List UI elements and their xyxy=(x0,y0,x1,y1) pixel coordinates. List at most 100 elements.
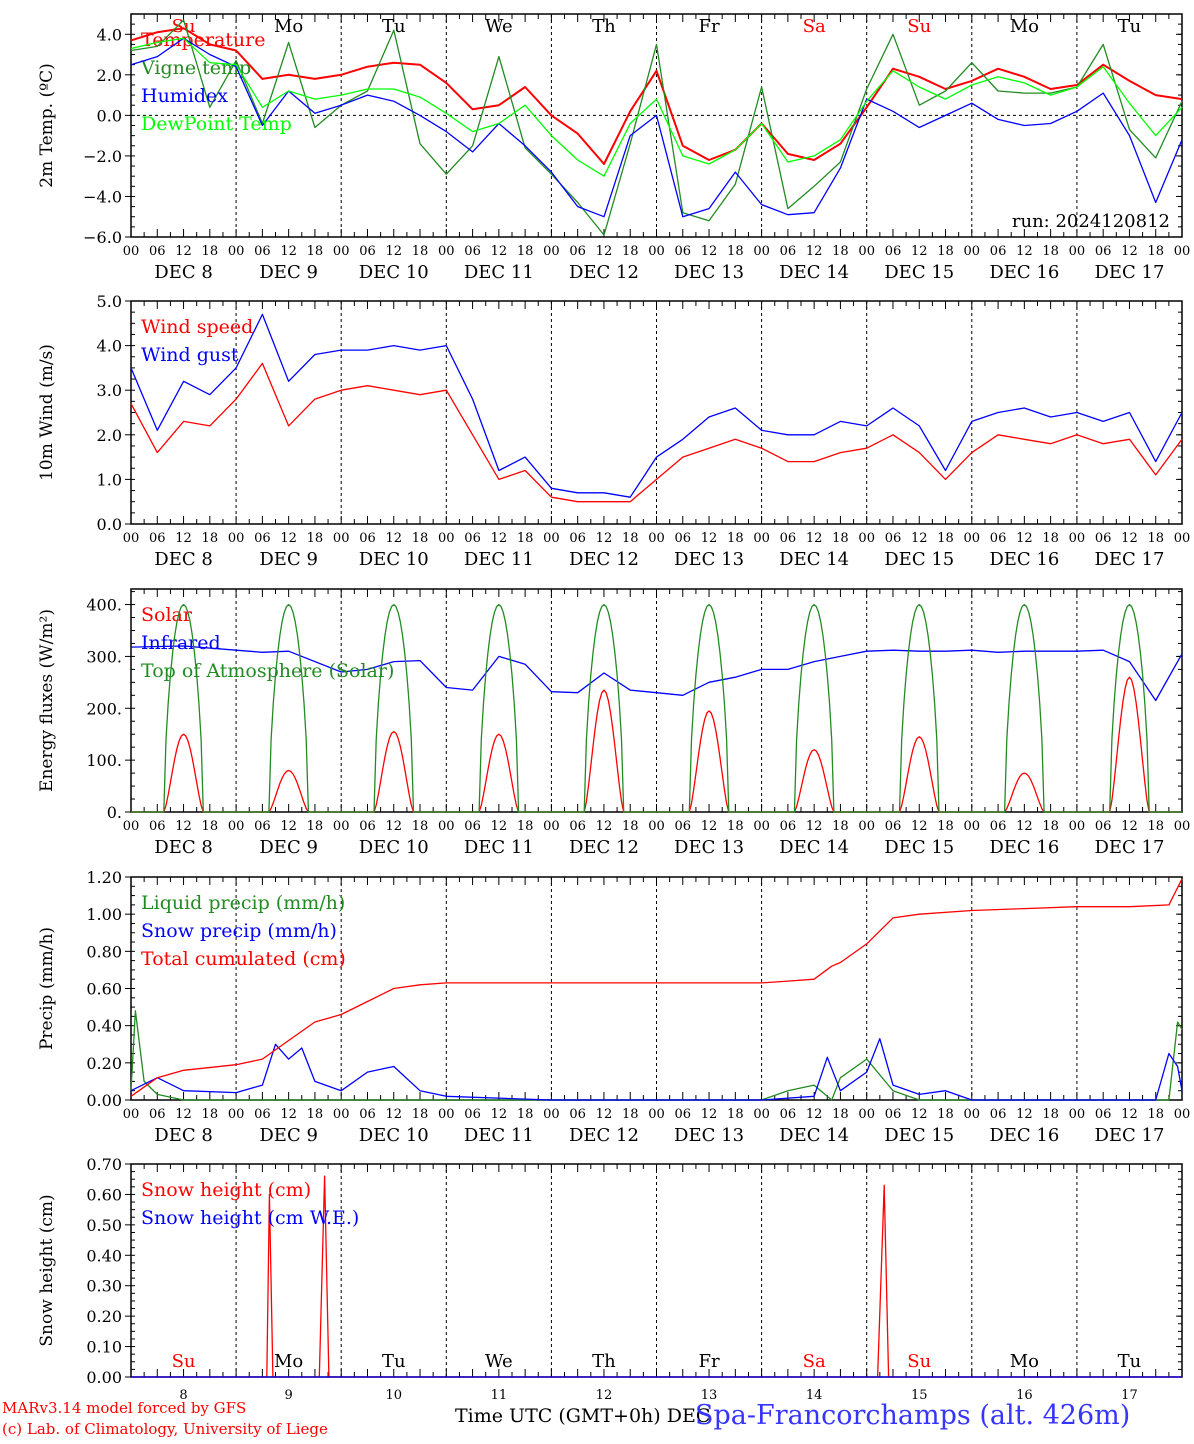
x-tick-label: 00 xyxy=(228,531,245,546)
x-tick-label: 18 xyxy=(307,244,324,259)
run-label: run: 2024120812 xyxy=(1012,211,1170,232)
date-label: DEC 14 xyxy=(779,1125,849,1146)
x-tick-label: 00 xyxy=(1069,1107,1086,1122)
x-tick-label: 06 xyxy=(569,819,586,834)
x-tick-label: 18 xyxy=(1147,531,1164,546)
legend-entry: Vigne temp xyxy=(140,57,251,79)
x-tick-label: 12 xyxy=(1016,819,1033,834)
day-of-week-label: Th xyxy=(592,1351,616,1372)
x-tick-label: 12 xyxy=(491,1107,508,1122)
y-tick-label: 0.0 xyxy=(97,515,122,534)
x-tick-label: 06 xyxy=(990,819,1007,834)
y-tick-label: 0.0 xyxy=(97,106,122,125)
x-tick-label: 00 xyxy=(123,819,140,834)
model-credits: MARv3.14 model forced by GFS (c) Lab. of… xyxy=(2,1398,328,1440)
x-tick-label: 18 xyxy=(937,531,954,546)
x-tick-label: 00 xyxy=(1174,1107,1191,1122)
x-tick-label: 06 xyxy=(254,531,271,546)
x-tick-label: 06 xyxy=(254,819,271,834)
x-tick-label: 18 xyxy=(517,1107,534,1122)
date-label: DEC 13 xyxy=(674,262,744,283)
day-of-week-label: We xyxy=(485,16,513,37)
date-label: DEC 8 xyxy=(154,262,213,283)
y-tick-label: 0. xyxy=(107,803,122,822)
x-tick-label: 18 xyxy=(1147,244,1164,259)
legend-entry: Wind speed xyxy=(141,316,253,338)
x-tick-label: 18 xyxy=(307,1107,324,1122)
series-line-wind-speed xyxy=(130,362,1183,503)
x-tick-label: 18 xyxy=(622,244,639,259)
day-of-week-label: Sa xyxy=(803,16,826,37)
date-label: DEC 14 xyxy=(779,262,849,283)
y-tick-label: 0.60 xyxy=(86,980,122,999)
legend-entry: DewPoint Temp xyxy=(141,113,292,135)
x-tick-label: 00 xyxy=(333,244,350,259)
day-number-label: 17 xyxy=(1121,1388,1138,1403)
x-tick-label: 06 xyxy=(1095,1107,1112,1122)
date-label: DEC 10 xyxy=(359,837,429,858)
day-of-week-label: Tu xyxy=(1118,1351,1142,1372)
y-tick-label: 100. xyxy=(86,751,122,770)
x-tick-label: 00 xyxy=(438,531,455,546)
x-tick-label: 00 xyxy=(648,1107,665,1122)
x-tick-label: 00 xyxy=(648,819,665,834)
x-tick-label: 06 xyxy=(464,819,481,834)
legend-entry: Total cumulated (cm) xyxy=(141,948,346,970)
day-number-label: 15 xyxy=(911,1388,928,1403)
x-tick-label: 18 xyxy=(202,819,219,834)
y-tick-label: −4.0 xyxy=(83,187,122,206)
x-tick-label: 12 xyxy=(491,531,508,546)
legend-entry: Snow precip (mm/h) xyxy=(141,920,337,942)
x-tick-label: 06 xyxy=(1095,819,1112,834)
date-label: DEC 15 xyxy=(884,837,954,858)
series-line-total-cumulated-cm- xyxy=(130,878,1183,1097)
date-label: DEC 10 xyxy=(359,262,429,283)
day-number-label: 16 xyxy=(1016,1388,1033,1403)
day-of-week-label: Mo xyxy=(1010,1351,1039,1372)
date-label: DEC 9 xyxy=(259,1125,318,1146)
y-tick-label: 4.0 xyxy=(97,337,122,356)
y-tick-label: 0.60 xyxy=(86,1185,122,1204)
y-tick-label: 400. xyxy=(86,596,122,615)
date-label: DEC 9 xyxy=(259,837,318,858)
date-label: DEC 10 xyxy=(359,549,429,570)
day-of-week-label: Tu xyxy=(382,1351,406,1372)
x-tick-label: 18 xyxy=(832,244,849,259)
series-line-humidex xyxy=(130,37,1183,218)
x-tick-label: 12 xyxy=(596,244,613,259)
x-tick-label: 00 xyxy=(858,819,875,834)
x-tick-label: 00 xyxy=(438,1107,455,1122)
x-tick-label: 00 xyxy=(123,244,140,259)
date-label: DEC 16 xyxy=(989,1125,1059,1146)
day-of-week-label: Sa xyxy=(803,1351,826,1372)
x-tick-label: 00 xyxy=(333,819,350,834)
x-tick-label: 12 xyxy=(806,1107,823,1122)
x-tick-label: 12 xyxy=(280,1107,297,1122)
x-tick-label: 12 xyxy=(806,819,823,834)
y-axis-label: 10m Wind (m/s) xyxy=(37,344,57,481)
x-tick-label: 12 xyxy=(385,531,402,546)
plot-frame xyxy=(130,588,1183,813)
credit-line-lab: (c) Lab. of Climatology, University of L… xyxy=(2,1420,328,1438)
date-label: DEC 12 xyxy=(569,262,639,283)
day-of-week-label: Mo xyxy=(274,1351,303,1372)
x-tick-label: 06 xyxy=(885,244,902,259)
y-tick-label: 2.0 xyxy=(97,426,122,445)
date-label: DEC 11 xyxy=(464,549,534,570)
legend-entry: Top of Atmosphere (Solar) xyxy=(141,660,394,682)
x-tick-label: 00 xyxy=(1174,244,1191,259)
x-tick-label: 12 xyxy=(175,819,192,834)
x-tick-label: 06 xyxy=(990,244,1007,259)
day-of-week-label: Su xyxy=(172,1351,196,1372)
day-number-label: 12 xyxy=(596,1388,613,1403)
series-line-temperature xyxy=(130,27,1183,165)
date-label: DEC 12 xyxy=(569,549,639,570)
y-tick-label: 0.10 xyxy=(86,1338,122,1357)
x-tick-label: 12 xyxy=(911,819,928,834)
x-tick-label: 18 xyxy=(412,244,429,259)
date-label: DEC 9 xyxy=(259,262,318,283)
day-number-label: 8 xyxy=(179,1388,187,1403)
x-tick-label: 00 xyxy=(648,531,665,546)
x-tick-label: 18 xyxy=(1042,244,1059,259)
